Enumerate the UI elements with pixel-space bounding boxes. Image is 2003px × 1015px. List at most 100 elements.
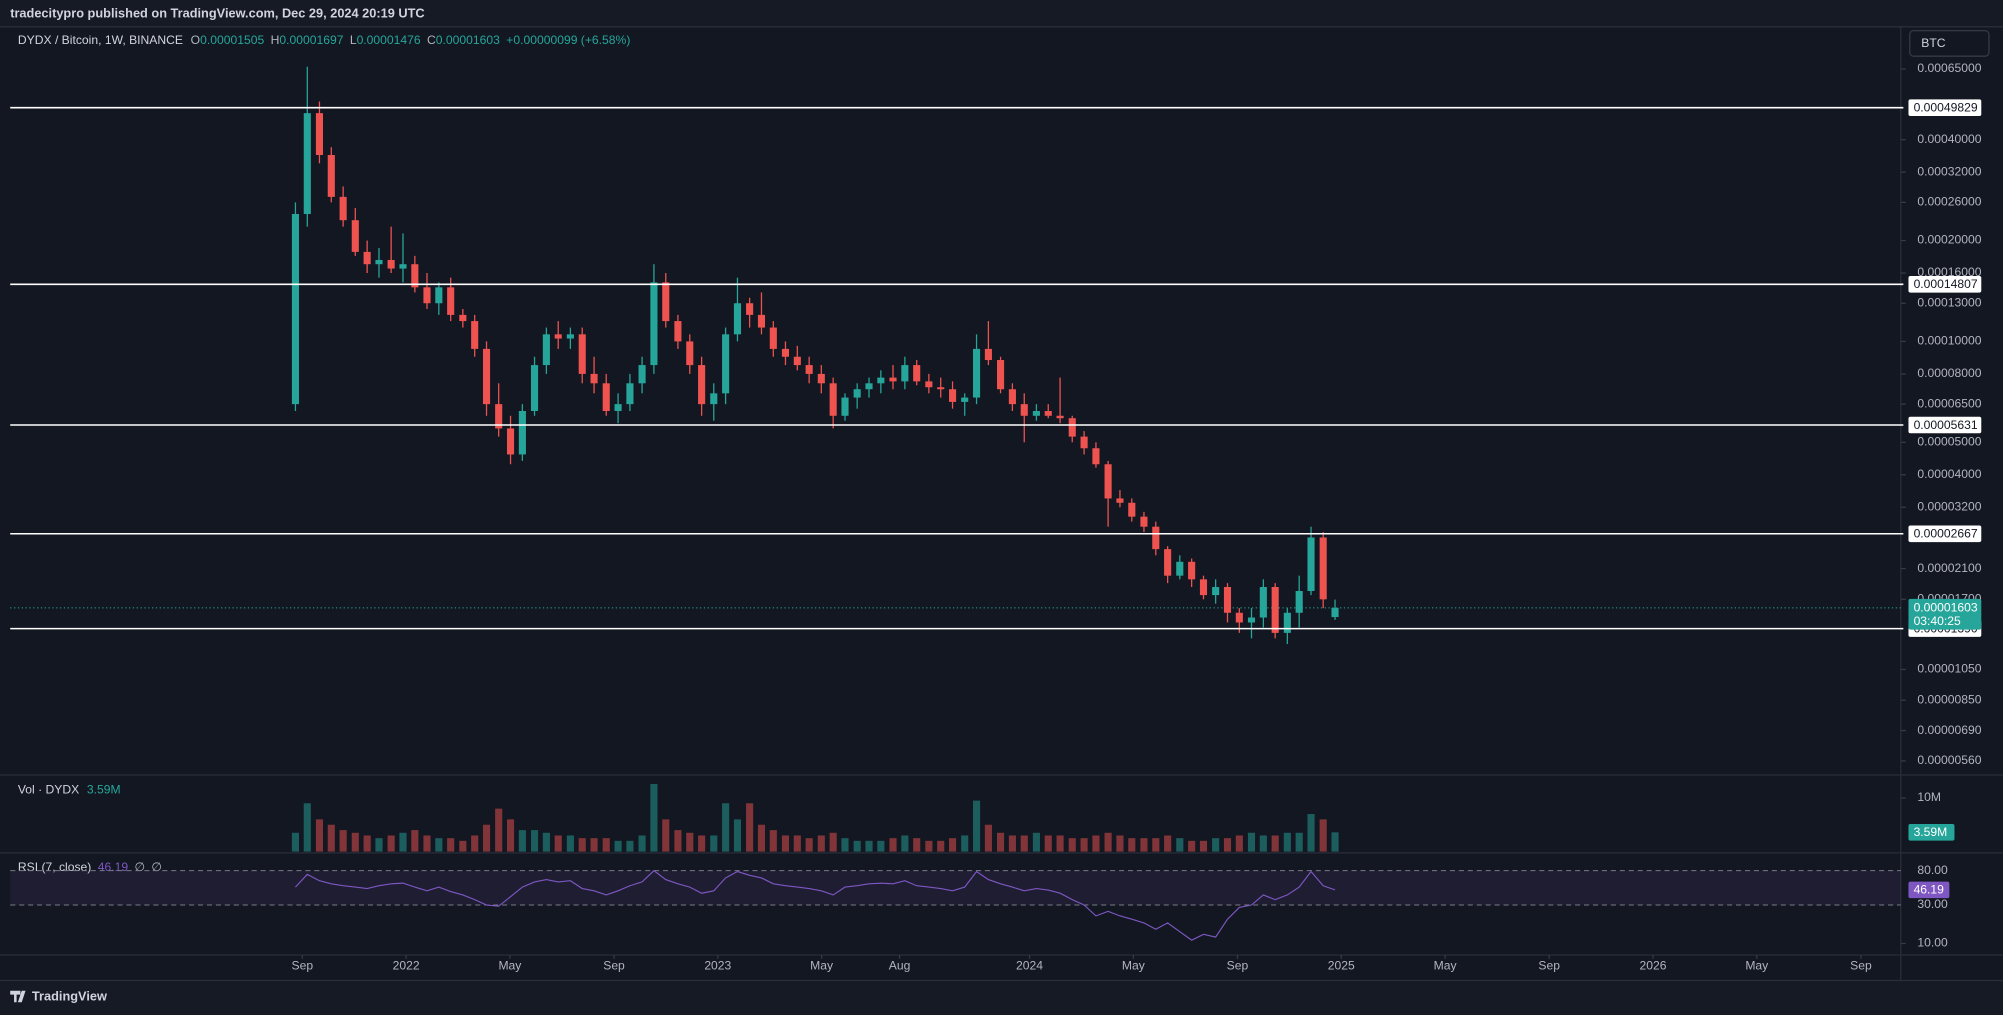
y-tick-label: 0.00026000 bbox=[1917, 195, 1981, 209]
x-tick-label: Sep bbox=[603, 959, 625, 973]
volume-bar bbox=[1307, 814, 1315, 852]
candle-body bbox=[1164, 549, 1172, 576]
volume-bar bbox=[674, 830, 682, 852]
volume-bar bbox=[566, 835, 574, 852]
level-label: 0.00002667 bbox=[1914, 527, 1978, 541]
volume-bar bbox=[757, 824, 766, 852]
brand-name[interactable]: TradingView bbox=[32, 989, 107, 1004]
candle-body bbox=[1247, 617, 1256, 623]
level-label-box bbox=[1908, 525, 1982, 543]
candle-body bbox=[638, 365, 646, 384]
volume-bar bbox=[817, 835, 825, 852]
volume-bar bbox=[769, 830, 777, 852]
volume-bar bbox=[1199, 840, 1208, 852]
candle-body bbox=[1056, 415, 1064, 419]
candle-body bbox=[674, 321, 682, 342]
volume-bar bbox=[327, 824, 335, 852]
candle-body bbox=[351, 220, 359, 252]
symbol-legend: DYDX / Bitcoin, 1W, BINANCE O0.00001505 H0… bbox=[18, 33, 630, 47]
volume-bar bbox=[459, 840, 467, 852]
volume-bar bbox=[889, 838, 897, 852]
candle-body bbox=[733, 303, 742, 335]
candle-body bbox=[805, 365, 813, 374]
volume-bar bbox=[1044, 835, 1052, 852]
candle-body bbox=[1116, 498, 1124, 503]
candle-body bbox=[769, 327, 777, 349]
candle-body bbox=[626, 383, 634, 405]
x-tick-label: May bbox=[810, 959, 834, 973]
y-tick-label: 0.00001050 bbox=[1917, 662, 1981, 676]
last-price-countdown: 03:40:25 bbox=[1914, 614, 1961, 628]
candle-body bbox=[925, 381, 933, 388]
currency-button[interactable] bbox=[1909, 30, 1990, 57]
volume-bar bbox=[1020, 835, 1028, 852]
candle-body bbox=[530, 365, 539, 412]
volume-bar bbox=[973, 800, 981, 852]
candle-body bbox=[602, 383, 610, 412]
currency-button-label[interactable]: BTC bbox=[1921, 36, 1946, 50]
volume-bar bbox=[1092, 835, 1100, 852]
legend-value: 0.00001476 bbox=[357, 33, 421, 47]
volume-bar bbox=[626, 840, 634, 852]
volume-bar bbox=[339, 830, 347, 852]
candle-body bbox=[1199, 579, 1208, 596]
volume-bar bbox=[578, 838, 586, 852]
candle-body bbox=[1283, 612, 1291, 633]
volume-bar bbox=[495, 808, 503, 852]
volume-bar bbox=[375, 838, 383, 852]
candle-body bbox=[327, 154, 335, 197]
volume-last: 3.59M bbox=[87, 783, 121, 797]
volume-bar bbox=[530, 830, 539, 852]
candle-body bbox=[447, 287, 455, 315]
volume-bar bbox=[542, 832, 550, 852]
volume-bar bbox=[948, 838, 957, 852]
candle-body bbox=[757, 314, 766, 328]
volume-bar bbox=[411, 830, 419, 852]
rsi-last-box bbox=[1908, 881, 1950, 899]
level-label-box bbox=[1908, 99, 1982, 116]
candle-body bbox=[1319, 537, 1327, 600]
candle-body bbox=[495, 404, 503, 429]
legend-key: O bbox=[191, 33, 200, 47]
volume-bar bbox=[315, 819, 324, 852]
candle-body bbox=[948, 389, 957, 402]
candle-body bbox=[459, 314, 467, 322]
candle-body bbox=[554, 334, 562, 339]
volume-bar bbox=[471, 835, 479, 852]
volume-bar bbox=[1128, 838, 1136, 852]
symbol-title: DYDX / Bitcoin, 1W, BINANCE bbox=[18, 33, 183, 47]
volume-bar bbox=[423, 835, 431, 852]
y-tick-label: 0.00032000 bbox=[1917, 164, 1981, 178]
volume-legend: Vol · DYDX 3.59M bbox=[18, 783, 121, 797]
volume-bar bbox=[793, 835, 801, 852]
volume-bar bbox=[638, 835, 646, 852]
candle-body bbox=[363, 251, 371, 265]
x-tick-label: Aug bbox=[889, 959, 911, 973]
volume-bar bbox=[865, 840, 873, 852]
volume-bar bbox=[590, 838, 598, 852]
volume-bar bbox=[1223, 838, 1232, 852]
candle-body bbox=[1271, 587, 1279, 633]
candle-body bbox=[1008, 389, 1016, 405]
volume-bar bbox=[363, 835, 371, 852]
candle-body bbox=[435, 287, 443, 304]
last-price-box bbox=[1908, 598, 1982, 630]
x-tick-label: 2026 bbox=[1639, 959, 1666, 973]
volume-bar bbox=[399, 832, 407, 852]
legend-value: 0.00001697 bbox=[279, 33, 343, 47]
volume-bar bbox=[1247, 832, 1256, 852]
x-tick-label: Sep bbox=[1227, 959, 1249, 973]
candle-body bbox=[518, 411, 526, 455]
candle-body bbox=[482, 348, 491, 405]
legend-key: C bbox=[427, 33, 436, 47]
rsi-extra: ∅ bbox=[134, 860, 145, 874]
candle-body bbox=[901, 365, 909, 382]
candle-body bbox=[399, 264, 407, 269]
candle-body bbox=[1152, 526, 1160, 550]
volume-tick-label: 10M bbox=[1917, 790, 1941, 804]
level-label: 0.00014807 bbox=[1914, 277, 1978, 291]
publisher-line: tradecitypro published on TradingView.co… bbox=[10, 5, 424, 20]
candle-body bbox=[961, 397, 969, 402]
volume-bar bbox=[650, 783, 658, 852]
